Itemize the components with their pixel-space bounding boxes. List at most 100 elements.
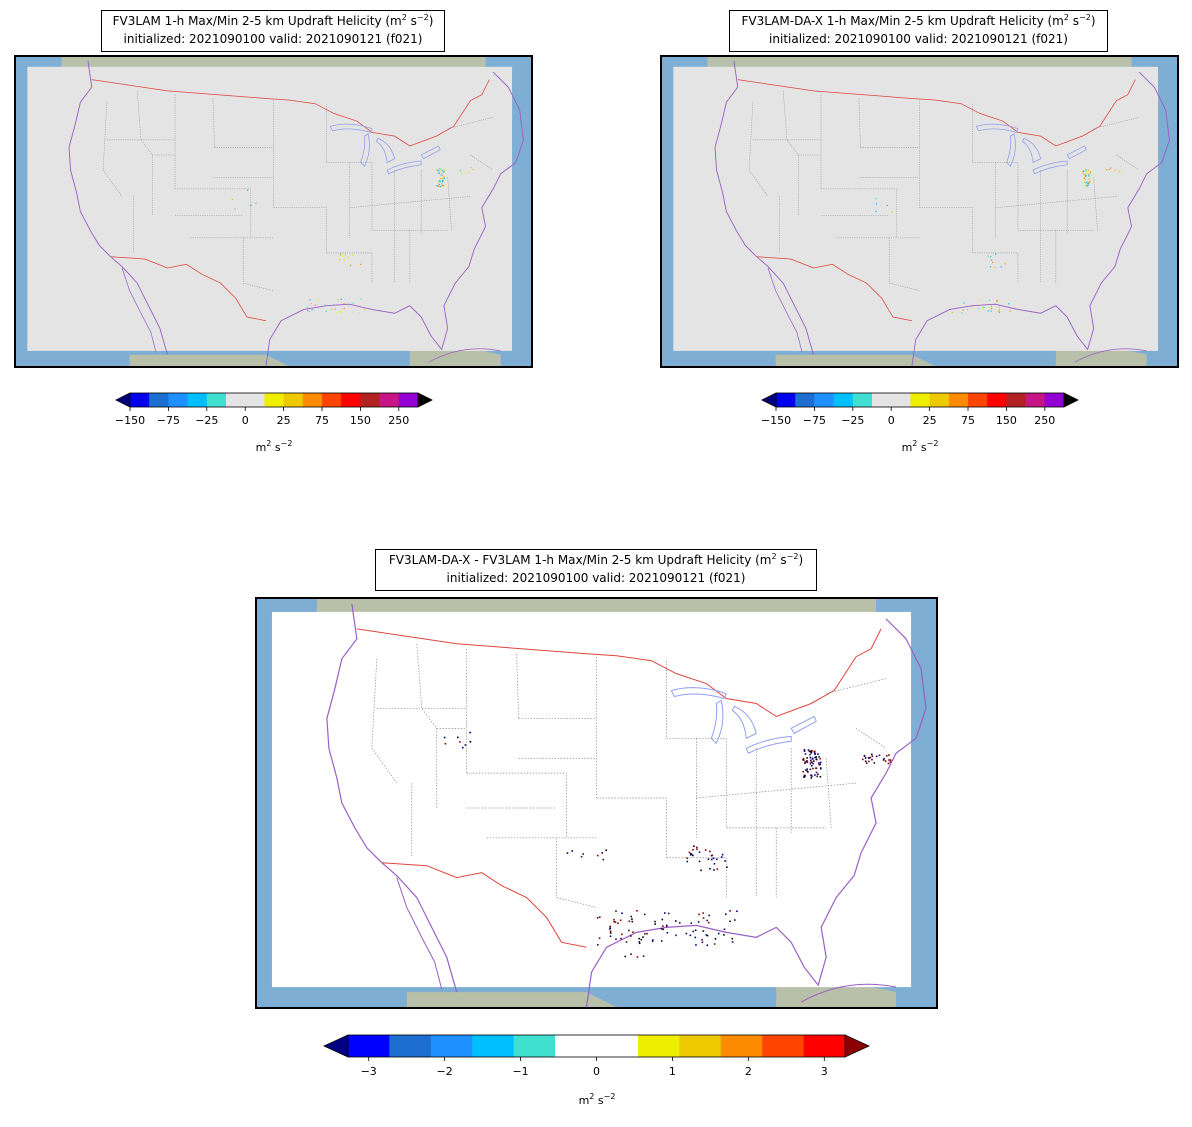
colorbar-swatch: [168, 393, 188, 407]
title-line-2: initialized: 2021090100 valid: 202109012…: [123, 32, 423, 46]
colorbar-outline: [129, 392, 419, 408]
colorbar-tick-label: −75: [157, 414, 180, 427]
colorbar-swatch: [795, 393, 815, 407]
colorbar-unit-label: m2 s−2: [255, 439, 293, 455]
land-edge-top: [61, 57, 486, 68]
title-line-2: initialized: 2021090100 valid: 202109012…: [446, 571, 746, 585]
colorbar: −150 −75 −25 0 25 75 150 250: [115, 392, 433, 432]
baja-coastline: [396, 877, 443, 990]
east-gulf-coastline: [911, 71, 1170, 366]
us-canada-border: [356, 628, 882, 717]
colorbar-swatch: [348, 1035, 390, 1057]
colorbar-tick-label: 250: [388, 414, 409, 427]
west-coastline: [326, 603, 458, 993]
model-domain: [271, 611, 912, 988]
caribbean-coastline: [428, 348, 501, 363]
colorbar-tick-label: −75: [803, 414, 826, 427]
colorbar-tick-label: 0: [242, 414, 249, 427]
colorbar-tick-label: −25: [841, 414, 864, 427]
colorbar: −150 −75 −25 0 25 75 150 250: [761, 392, 1079, 432]
model-domain: [673, 66, 1159, 351]
colorbar-swatch: [187, 393, 208, 407]
colorbar-swatch: [302, 393, 323, 407]
colorbar-tick-label: −3: [361, 1065, 377, 1078]
colorbar-swatch: [948, 393, 969, 407]
colorbar-swatch: [283, 393, 304, 407]
colorbar-swatch: [803, 1035, 846, 1057]
colorbar-swatch: [389, 1035, 432, 1057]
us-mexico-border: [110, 256, 267, 322]
land-edge-bottom: [775, 347, 1147, 366]
colorbar-swatch: [360, 393, 380, 407]
map-fv3lam-da-x: [660, 55, 1179, 368]
caribbean-coastline: [1074, 348, 1147, 363]
colorbar-swatch: [1006, 393, 1026, 407]
colorbar-swatch: [833, 393, 854, 407]
colorbar-over-extend: [844, 1034, 870, 1058]
panel-title: FV3LAM-DA-X - FV3LAM 1-h Max/Min 2-5 km …: [375, 549, 817, 591]
us-mexico-border: [756, 256, 913, 322]
model-domain: [27, 66, 513, 351]
colorbar-swatch: [968, 393, 988, 407]
title-line-1: FV3LAM-DA-X - FV3LAM 1-h Max/Min 2-5 km …: [388, 552, 804, 568]
colorbar-swatch: [379, 393, 400, 407]
colorbar-tick-label: 75: [315, 414, 329, 427]
helicity-features: [875, 167, 1121, 314]
colorbar-swatch: [929, 393, 950, 407]
colorbar-over-extend: [417, 392, 433, 408]
title-line-2: initialized: 2021090100 valid: 202109012…: [769, 32, 1068, 46]
colorbar-swatch: [430, 1035, 473, 1057]
colorbar-outline: [775, 392, 1065, 408]
caribbean-coastline: [800, 983, 897, 1003]
title-line-1: FV3LAM-DA-X 1-h Max/Min 2-5 km Updraft H…: [741, 13, 1096, 29]
colorbar-unit-label: m2 s−2: [578, 1092, 616, 1108]
map-fv3lam: [14, 55, 533, 368]
east-gulf-coastline: [265, 71, 524, 366]
colorbar-swatch: [322, 393, 342, 407]
colorbar-swatch: [472, 1035, 514, 1057]
colorbar-swatch: [910, 393, 930, 407]
colorbar-swatch: [245, 393, 265, 407]
colorbar-tick-label: 25: [277, 414, 291, 427]
us-mexico-border: [381, 862, 587, 948]
colorbar-under-extend: [323, 1034, 349, 1058]
helicity-features: [443, 731, 892, 958]
colorbar-swatch: [720, 1035, 763, 1057]
colorbar-swatch: [130, 393, 150, 407]
colorbar-swatch: [852, 393, 873, 407]
west-coastline: [714, 60, 814, 355]
colorbar-swatch: [341, 393, 361, 407]
colorbar-swatch: [596, 1035, 639, 1057]
panel-title: FV3LAM-DA-X 1-h Max/Min 2-5 km Updraft H…: [729, 10, 1108, 52]
baja-coastline: [121, 267, 157, 353]
us-canada-border: [91, 79, 490, 147]
colorbar-tick-label: 3: [821, 1065, 828, 1078]
colorbar-swatch: [872, 393, 892, 407]
west-coastline: [68, 60, 168, 355]
colorbar-under-extend: [115, 392, 131, 408]
colorbar-under-extend: [761, 392, 777, 408]
colorbar-swatch: [637, 1035, 680, 1057]
colorbar-tick-label: −1: [512, 1065, 528, 1078]
colorbar-swatch: [513, 1035, 556, 1057]
colorbar-swatch: [987, 393, 1007, 407]
colorbar-unit-label: m2 s−2: [901, 439, 939, 455]
colorbar-swatch: [776, 393, 796, 407]
colorbar-tick-label: 150: [996, 414, 1017, 427]
colorbar-tick-label: 250: [1034, 414, 1055, 427]
state-boundaries: [102, 90, 494, 291]
colorbar-swatch: [264, 393, 284, 407]
colorbar-tick-label: 150: [350, 414, 371, 427]
colorbar: −3 −2 −1 0 1 2 3: [323, 1034, 870, 1086]
colorbar-over-extend: [1063, 392, 1079, 408]
colorbar-swatch: [206, 393, 227, 407]
land-edge-top: [316, 599, 877, 613]
colorbar-swatch: [555, 1035, 597, 1057]
colorbar-tick-label: −150: [115, 414, 145, 427]
colorbar-swatch: [814, 393, 834, 407]
baja-coastline: [767, 267, 803, 353]
land-edge-bottom: [129, 347, 501, 366]
colorbar-swatch: [226, 393, 246, 407]
title-line-1: FV3LAM 1-h Max/Min 2-5 km Updraft Helici…: [112, 13, 434, 29]
colorbar-tick-label: 0: [888, 414, 895, 427]
